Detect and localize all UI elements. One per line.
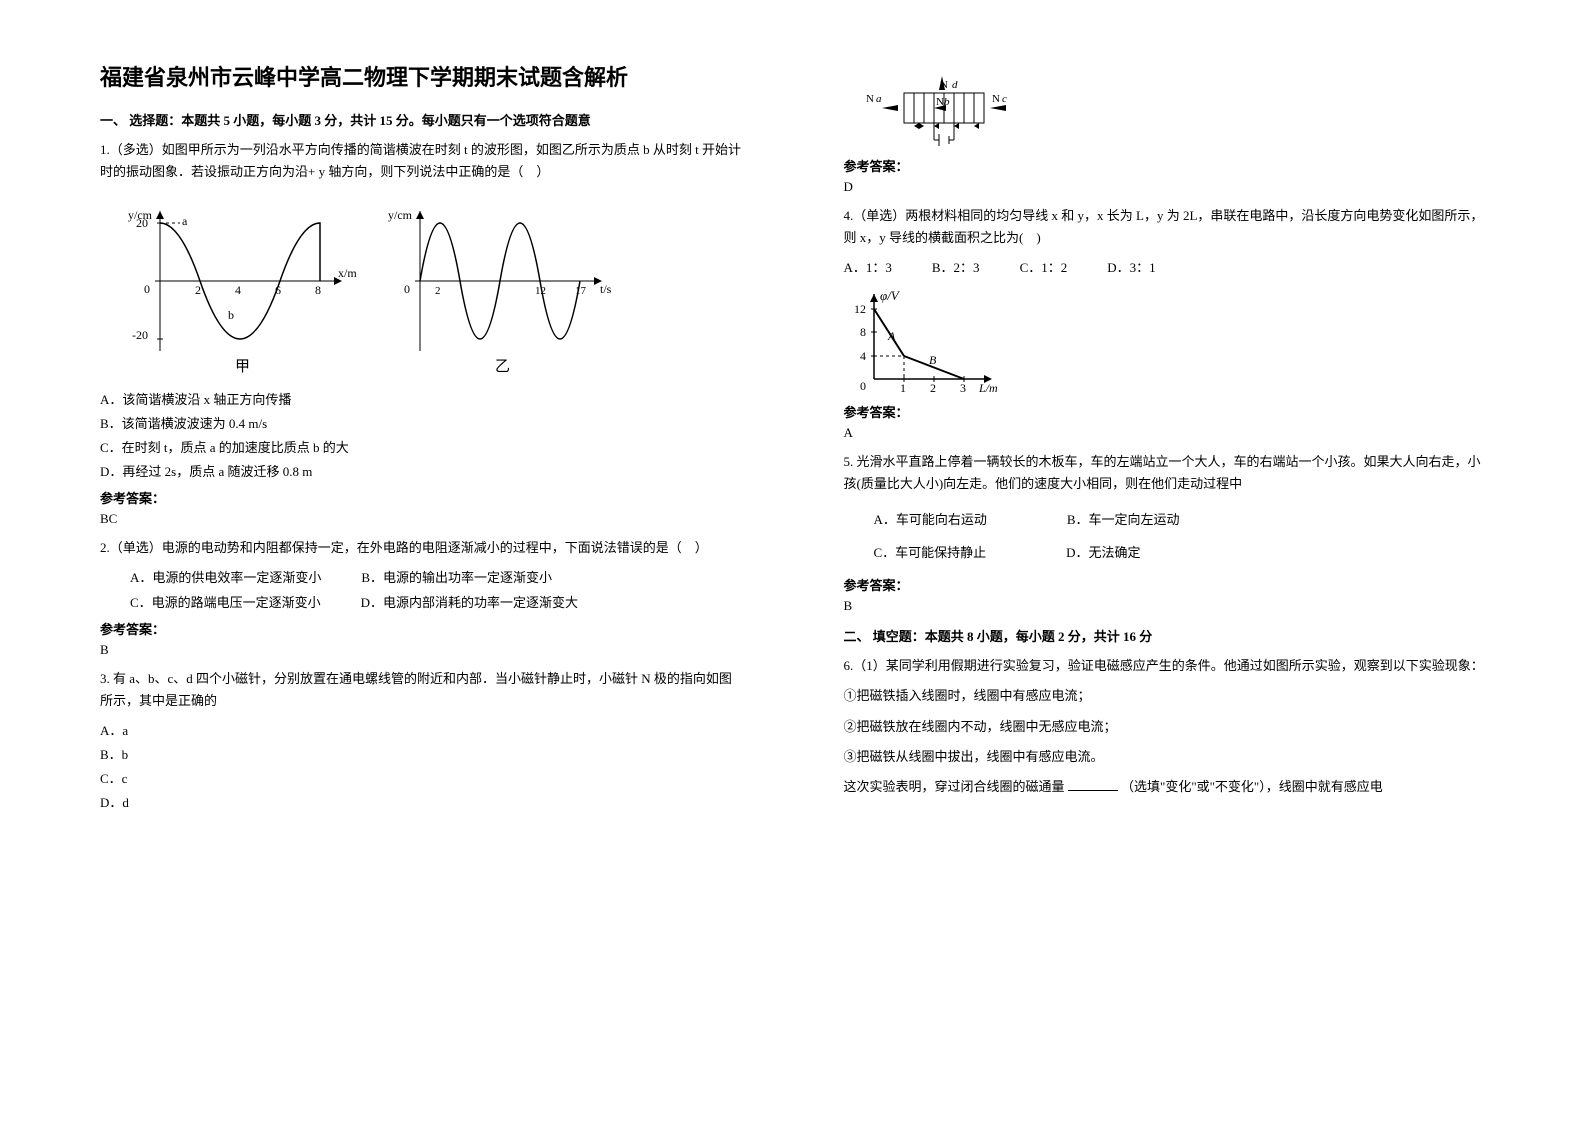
- svg-text:6: 6: [275, 283, 281, 297]
- svg-text:a: a: [876, 93, 882, 105]
- q1-opt-c: C．在时刻 t，质点 a 的加速度比质点 b 的大: [100, 437, 744, 456]
- fill-blank: [1068, 777, 1118, 791]
- cap-left: 甲: [235, 359, 250, 375]
- svg-text:N: N: [992, 93, 1000, 105]
- page-title: 福建省泉州市云峰中学高二物理下学期期末试题含解析: [100, 60, 744, 92]
- q1-stem: 1.（多选）如图甲所示为一列沿水平方向传播的简谐横波在时刻 t 的波形图，如图乙…: [100, 139, 744, 183]
- q3-ans-label: 参考答案：: [844, 156, 1488, 175]
- svg-text:4: 4: [860, 349, 866, 363]
- q2-options: A．电源的供电效率一定逐渐变小 B．电源的输出功率一定逐渐变小 C．电源的路端电…: [130, 567, 744, 611]
- q4-stem: 4.（单选）两根材料相同的均匀导线 x 和 y，x 长为 L，y 为 2L，串联…: [844, 205, 1488, 249]
- svg-text:12: 12: [535, 285, 546, 297]
- q6-line1: ①把磁铁插入线圈时，线圈中有感应电流；: [844, 685, 1488, 707]
- q5-ans: B: [844, 598, 1488, 614]
- q4-opt-b: B．2：3: [932, 257, 980, 276]
- q4-ylabel: φ/V: [880, 288, 901, 303]
- q2-opt-a: A．电源的供电效率一定逐渐变小: [130, 567, 321, 586]
- svg-text:1: 1: [900, 381, 906, 394]
- svg-text:0: 0: [144, 282, 150, 296]
- svg-text:2: 2: [195, 283, 201, 297]
- svg-text:N: N: [866, 93, 874, 105]
- q4-options: A．1：3 B．2：3 C．1：2 D．3：1: [844, 257, 1488, 276]
- q2-opt-c: C．电源的路端电压一定逐渐变小: [130, 592, 321, 611]
- q3-ans: D: [844, 179, 1488, 195]
- y-axis-label-right: y/cm: [388, 208, 413, 222]
- svg-text:0: 0: [860, 379, 866, 393]
- q5-stem: 5. 光滑水平直路上停着一辆较长的木板车，车的左端站立一个大人，车的右端站一个小…: [844, 451, 1488, 495]
- q6-line4a: 这次实验表明，穿过闭合线圈的磁通量: [844, 779, 1068, 794]
- q4-opt-d: D．3：1: [1107, 257, 1155, 276]
- q1-opt-d: D．再经过 2s，质点 a 随波迁移 0.8 m: [100, 461, 744, 480]
- left-column: 福建省泉州市云峰中学高二物理下学期期末试题含解析 一、 选择题：本题共 5 小题…: [0, 0, 794, 1122]
- svg-text:0: 0: [404, 282, 410, 296]
- q2-ans-label: 参考答案：: [100, 619, 744, 638]
- q2-stem: 2.（单选）电源的电动势和内阻都保持一定，在外电路的电阻逐渐减小的过程中，下面说…: [100, 537, 744, 559]
- q5-options: A．车可能向右运动 B．车一定向左运动 C．车可能保持静止 D．无法确定: [874, 509, 1488, 561]
- svg-text:2: 2: [930, 381, 936, 394]
- q6-line4: 这次实验表明，穿过闭合线圈的磁通量 （选填"变化"或"不变化"），线圈中就有感应…: [844, 776, 1488, 798]
- q5-opt-a: A．车可能向右运动: [874, 509, 987, 528]
- q3-opt-d: D．d: [100, 792, 744, 811]
- svg-text:a: a: [182, 214, 188, 228]
- svg-text:17: 17: [575, 285, 587, 297]
- q5-opt-b: B．车一定向左运动: [1067, 509, 1180, 528]
- q1-options: A．该简谐横波沿 x 轴正方向传播 B．该简谐横波波速为 0.4 m/s C．在…: [100, 389, 744, 480]
- x-axis-label-left: x/m: [338, 266, 357, 280]
- q4-xlabel: L/m: [978, 381, 998, 394]
- q6-line3: ③把磁铁从线圈中拔出，线圈中有感应电流。: [844, 746, 1488, 768]
- q3-opt-b: B．b: [100, 744, 744, 763]
- q1-opt-a: A．该简谐横波沿 x 轴正方向传播: [100, 389, 744, 408]
- svg-text:A: A: [887, 329, 896, 343]
- q2-opt-b: B．电源的输出功率一定逐渐变小: [361, 567, 552, 586]
- q3-opt-c: C．c: [100, 768, 744, 787]
- svg-text:4: 4: [235, 283, 241, 297]
- q5-opt-c: C．车可能保持静止: [874, 542, 987, 561]
- q3-stem: 3. 有 a、b、c、d 四个小磁针，分别放置在通电螺线管的附近和内部．当小磁针…: [100, 668, 744, 712]
- q3-opt-a: A．a: [100, 720, 744, 739]
- svg-text:c: c: [1002, 93, 1007, 105]
- right-column: Na Nd Nb Nc 参考答案： D 4.（单选）两根材料相同的均匀导线 x …: [794, 0, 1587, 1122]
- svg-text:b: b: [228, 308, 234, 322]
- svg-text:8: 8: [860, 325, 866, 339]
- q2-opt-d: D．电源内部消耗的功率一定逐渐变大: [361, 592, 578, 611]
- q6-line4b: （选填"变化"或"不变化"），线圈中就有感应电: [1121, 779, 1383, 794]
- svg-text:B: B: [929, 353, 937, 367]
- svg-text:3: 3: [960, 381, 966, 394]
- q1-ans-label: 参考答案：: [100, 488, 744, 507]
- q4-graph: φ/V L/m 12 8 4 0 1 2 3 A B: [844, 284, 1004, 394]
- x-axis-label-right: t/s: [600, 282, 612, 296]
- q1-ans: BC: [100, 511, 744, 527]
- q3-options: A．a B．b C．c D．d: [100, 720, 744, 811]
- svg-text:2: 2: [435, 285, 441, 297]
- q6-line2: ②把磁铁放在线圈内不动，线圈中无感应电流；: [844, 716, 1488, 738]
- q4-opt-c: C．1：2: [1020, 257, 1068, 276]
- q2-ans: B: [100, 642, 744, 658]
- cap-right: 乙: [495, 359, 510, 375]
- section-1-head: 一、 选择题：本题共 5 小题，每小题 3 分，共计 15 分。每小题只有一个选…: [100, 110, 744, 129]
- section-2-head: 二、 填空题：本题共 8 小题，每小题 2 分，共计 16 分: [844, 626, 1488, 645]
- svg-text:12: 12: [854, 302, 866, 316]
- svg-text:d: d: [952, 79, 958, 91]
- q4-opt-a: A．1：3: [844, 257, 892, 276]
- svg-text:20: 20: [136, 216, 148, 230]
- svg-text:-20: -20: [132, 328, 148, 342]
- q1-wave-figure: y/cm x/m 20 -20 0 a 2 4 6 8 b 甲 y/cm: [100, 191, 620, 381]
- q4-ans-label: 参考答案：: [844, 402, 1488, 421]
- q6-stem: 6.（1）某同学利用假期进行实验复习，验证电磁感应产生的条件。他通过如图所示实验…: [844, 655, 1488, 677]
- q5-opt-d: D．无法确定: [1066, 542, 1140, 561]
- q1-opt-b: B．该简谐横波波速为 0.4 m/s: [100, 413, 744, 432]
- svg-text:8: 8: [315, 283, 321, 297]
- q3-solenoid-figure: Na Nd Nb Nc: [844, 68, 1044, 148]
- q5-ans-label: 参考答案：: [844, 575, 1488, 594]
- q4-ans: A: [844, 425, 1488, 441]
